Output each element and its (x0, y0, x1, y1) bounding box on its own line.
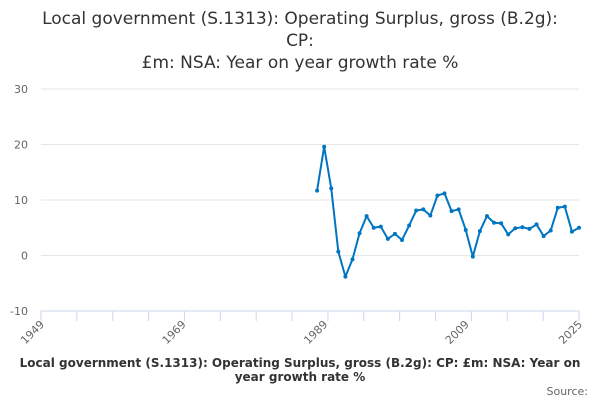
legend-item[interactable]: Local government (S.1313): Operating Sur… (19, 356, 581, 384)
x-tick-label: 2009 (443, 318, 472, 347)
data-point (492, 220, 497, 225)
y-tick-label: -10 (10, 305, 28, 318)
data-point (548, 228, 553, 233)
source-label: Source: (546, 385, 589, 398)
data-point (477, 229, 482, 234)
data-point (435, 193, 440, 198)
y-tick-label: 0 (21, 250, 28, 263)
x-tick-label: 1989 (301, 318, 330, 347)
series-line (316, 145, 580, 278)
data-point (392, 231, 397, 236)
chart-title-line: CP: (286, 31, 314, 51)
data-point (400, 237, 405, 242)
chart-title-line: £m: NSA: Year on year growth rate % (141, 53, 459, 73)
data-point (385, 236, 390, 241)
x-tick-label: 2025 (556, 318, 585, 347)
data-point (414, 208, 419, 213)
data-point (569, 229, 574, 234)
data-point (428, 213, 433, 218)
data-point (520, 225, 525, 230)
data-point (577, 225, 581, 230)
data-point (378, 224, 383, 229)
data-point (442, 191, 447, 196)
data-point (527, 226, 532, 231)
data-point (499, 221, 504, 226)
data-point (407, 223, 412, 228)
x-tick-label: 1949 (18, 318, 47, 347)
data-point (456, 207, 461, 212)
data-point (484, 214, 489, 219)
data-point (322, 144, 327, 149)
data-point (336, 249, 341, 254)
data-point (315, 188, 320, 193)
data-point (329, 186, 334, 191)
chart-title: Local government (S.1313): Operating Sur… (0, 8, 600, 74)
data-point (470, 254, 475, 259)
data-point (506, 232, 511, 237)
y-tick-label: 20 (14, 139, 28, 152)
data-point (421, 207, 426, 212)
data-point (463, 227, 468, 232)
data-point (371, 225, 376, 230)
data-point (534, 222, 539, 227)
data-point (364, 214, 369, 219)
data-point (513, 226, 518, 231)
data-point (357, 231, 362, 236)
data-point (343, 274, 348, 279)
data-point (541, 234, 546, 239)
data-point (350, 257, 355, 262)
chart-title-line: Local government (S.1313): Operating Sur… (42, 9, 558, 29)
data-point (555, 205, 560, 210)
y-tick-label: 30 (14, 83, 28, 96)
data-point (562, 204, 567, 209)
x-tick-label: 1969 (160, 318, 189, 347)
y-tick-label: 10 (14, 194, 28, 207)
data-point (449, 209, 454, 214)
